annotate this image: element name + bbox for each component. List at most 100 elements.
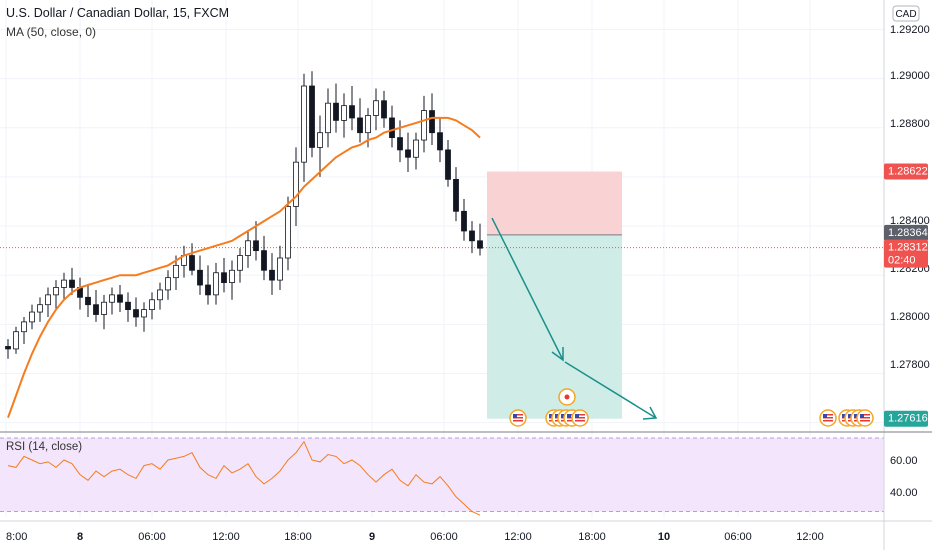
flag-canton — [823, 414, 827, 418]
currency-label: CAD — [895, 9, 916, 20]
candle-down — [117, 294, 123, 303]
target-price-badge-text: 1.27616 — [888, 413, 928, 425]
candle-down — [429, 110, 435, 134]
candle-down — [381, 100, 387, 119]
flag-stripe — [513, 417, 523, 419]
candle-down — [461, 210, 467, 232]
x-tick-label: 06:00 — [430, 531, 458, 543]
candle-up — [173, 264, 179, 279]
candle-down — [405, 149, 411, 158]
candle-up — [21, 321, 27, 333]
x-tick-label: 12:00 — [796, 531, 824, 543]
candle-down — [397, 137, 403, 151]
stop-loss-zone — [487, 171, 622, 235]
candle-down — [469, 230, 475, 242]
candle-up — [109, 294, 115, 303]
arrow-segment-2 — [564, 361, 657, 419]
candle-down — [269, 269, 275, 281]
candle-up — [149, 299, 155, 310]
x-tick-label: 8:00 — [6, 531, 27, 543]
flag-canton — [575, 414, 579, 418]
ma-layer — [7, 116, 481, 419]
rsi-band — [0, 437, 884, 512]
candle-up — [229, 269, 235, 283]
candle-up — [301, 85, 307, 163]
candle-up — [341, 105, 347, 121]
candle-up — [61, 279, 67, 288]
position-zones — [0, 171, 884, 419]
candle-up — [317, 132, 323, 148]
candle-up — [373, 100, 379, 116]
take-profit-zone — [487, 234, 622, 419]
candle-down — [309, 85, 315, 148]
candle-up — [365, 115, 371, 134]
current-price-badge-text: 02:40 — [888, 255, 916, 267]
flag-canton — [567, 414, 571, 418]
candle-down — [437, 132, 443, 151]
maple-leaf-icon — [564, 394, 570, 400]
candle-down — [125, 301, 131, 311]
candle-down — [333, 102, 339, 121]
candle-up — [13, 331, 19, 350]
flag-stripe — [575, 417, 585, 419]
entry-price-badge — [884, 224, 928, 241]
arrow-head-1 — [551, 347, 564, 362]
flag-stripe — [513, 420, 523, 422]
rsi-legend: RSI (14, close) — [6, 441, 83, 453]
candle-down — [349, 105, 355, 119]
flag-canton — [848, 414, 852, 418]
y-tick-label: 1.28800 — [890, 118, 930, 130]
flag-canton — [854, 414, 858, 418]
arrow-segment-1 — [491, 217, 564, 361]
currency-badge — [892, 5, 920, 22]
flag-canton — [561, 414, 565, 418]
flag-canton — [860, 414, 864, 418]
y-tick-label: 1.29200 — [890, 24, 930, 36]
flag-stripe — [860, 414, 870, 416]
candle-down — [389, 117, 395, 138]
rsi-tick-label: 40.00 — [890, 487, 918, 499]
forecast-arrows — [491, 217, 658, 420]
candle-down — [221, 272, 227, 283]
chart-title: U.S. Dollar / Canadian Dollar, 15, FXCM — [6, 6, 230, 20]
y-tick-label: 1.28400 — [890, 215, 930, 227]
stop-price-badge — [884, 163, 928, 180]
candle-up — [413, 139, 419, 158]
candle-down — [197, 269, 203, 286]
flag-stripe — [823, 417, 833, 419]
candle-up — [45, 294, 51, 306]
candle-down — [69, 279, 75, 288]
candle-up — [293, 161, 299, 207]
x-tick-label: 06:00 — [138, 531, 166, 543]
flag-stripe — [823, 420, 833, 422]
flag-stripe — [513, 414, 523, 416]
candle-up — [37, 304, 43, 313]
rsi-layer — [7, 440, 481, 516]
event-markers — [509, 388, 874, 427]
ma-line — [7, 116, 481, 419]
ma-legend: MA (50, close, 0) — [6, 25, 97, 39]
flag-canton — [549, 414, 553, 418]
arrow-head-2 — [642, 406, 658, 420]
y-tick-label: 1.28000 — [890, 311, 930, 323]
candle-down — [189, 255, 195, 271]
grid — [0, 0, 884, 517]
x-tick-label: 18:00 — [578, 531, 606, 543]
y-tick-label: 1.27800 — [890, 359, 930, 371]
x-tick-label: 9 — [369, 531, 375, 543]
candle-down — [357, 117, 363, 134]
candle-up — [141, 309, 147, 318]
candle-up — [245, 240, 251, 256]
candle-up — [285, 205, 291, 259]
current-price-badge — [884, 239, 928, 268]
stop-price-badge-text: 1.28622 — [888, 166, 928, 178]
flag-canton — [842, 414, 846, 418]
candle-down — [5, 346, 11, 350]
target-price-badge — [884, 410, 928, 427]
rsi-band-fill — [0, 438, 884, 512]
x-tick-label: 06:00 — [724, 531, 752, 543]
candle-up — [421, 110, 427, 141]
